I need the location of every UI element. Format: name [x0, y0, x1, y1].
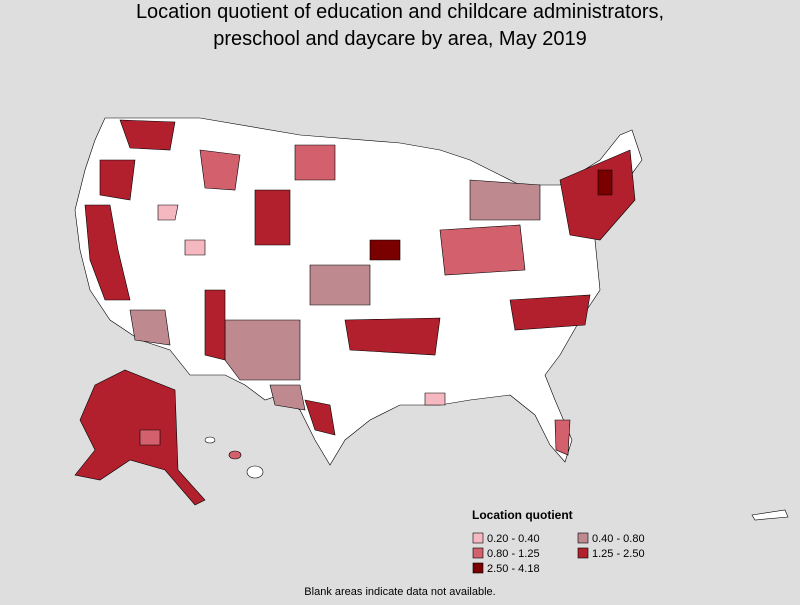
legend-label: 2.50 - 4.18 — [487, 563, 540, 575]
region — [424, 392, 446, 406]
region — [119, 119, 176, 151]
region — [184, 239, 206, 256]
title-line: Location quotient of education and child… — [136, 1, 664, 23]
legend-label: 0.40 - 0.80 — [592, 533, 645, 545]
region — [199, 149, 241, 191]
puerto-rico — [751, 509, 789, 521]
legend-swatch — [577, 532, 589, 544]
hawaii — [228, 450, 242, 460]
region — [129, 309, 171, 346]
legend-label: 0.20 - 0.40 — [487, 533, 540, 545]
footnote: Blank areas indicate data not available. — [304, 586, 495, 598]
region — [224, 319, 301, 381]
legend-swatch — [577, 547, 589, 559]
legend: Location quotient 0.20 - 0.40 0.40 - 0.80… — [472, 508, 645, 575]
region — [269, 384, 306, 411]
hawaii — [204, 436, 216, 444]
region — [139, 429, 161, 446]
legend-label: 1.25 - 2.50 — [592, 548, 645, 560]
region — [509, 294, 591, 331]
region — [469, 179, 541, 221]
region — [294, 144, 336, 181]
legend-swatch — [472, 532, 484, 544]
region — [204, 289, 226, 361]
region — [84, 204, 131, 301]
region — [369, 239, 401, 261]
region — [439, 224, 526, 276]
legend-title: Location quotient — [472, 508, 573, 522]
legend-swatch — [472, 547, 484, 559]
region — [157, 204, 179, 221]
region — [309, 264, 371, 306]
region — [99, 159, 136, 201]
region — [554, 419, 571, 456]
region — [304, 399, 336, 436]
legend-swatch — [472, 562, 484, 574]
region — [344, 317, 441, 356]
map — [74, 117, 789, 521]
legend-label: 0.80 - 1.25 — [487, 548, 540, 560]
region — [597, 169, 613, 196]
region — [254, 189, 291, 246]
hawaii — [246, 465, 264, 479]
title-line: preschool and daycare by area, May 2019 — [213, 28, 587, 50]
region — [559, 149, 636, 241]
